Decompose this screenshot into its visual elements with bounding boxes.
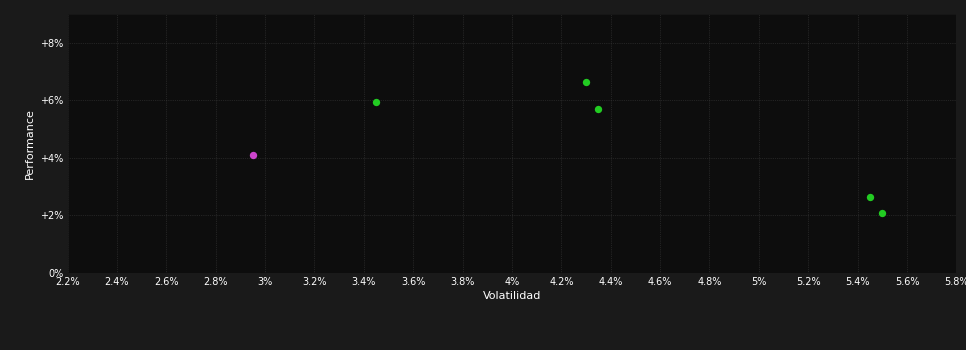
- Point: [874, 210, 890, 215]
- Point: [590, 106, 606, 112]
- Point: [245, 152, 261, 158]
- Y-axis label: Performance: Performance: [24, 108, 35, 179]
- Point: [368, 99, 384, 105]
- Point: [863, 194, 878, 199]
- Point: [579, 79, 594, 84]
- X-axis label: Volatilidad: Volatilidad: [483, 291, 541, 301]
